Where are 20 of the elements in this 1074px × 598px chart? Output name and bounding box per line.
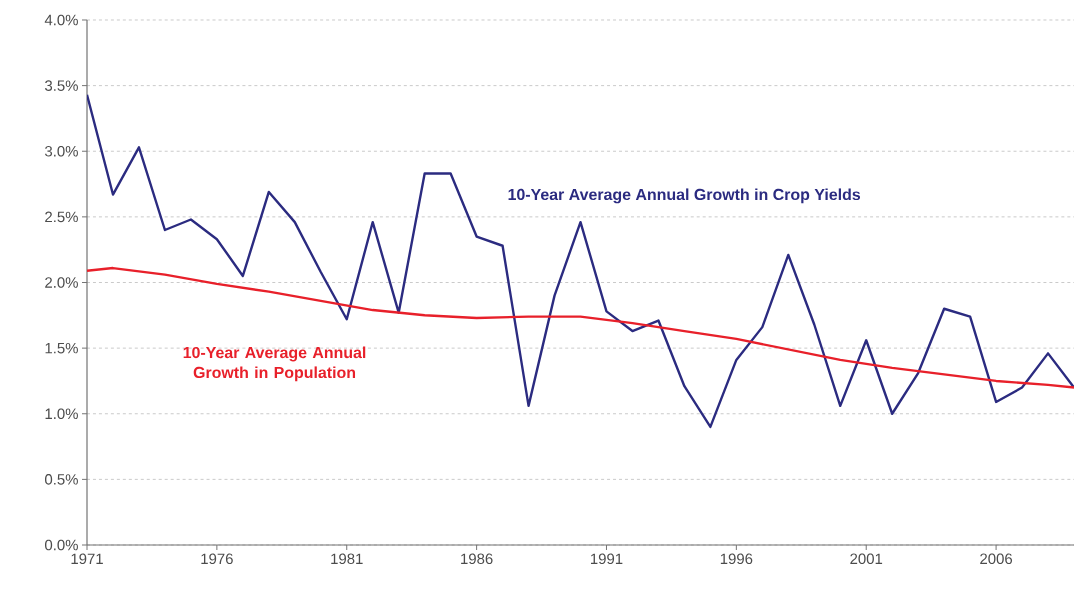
y-tick-label: 0.5% xyxy=(45,474,78,485)
line-series xyxy=(87,93,1074,429)
x-tick-label: 1976 xyxy=(201,553,233,565)
text: 10-Year Average Annual Growth in Population xyxy=(183,346,366,382)
x-tick-label: 1986 xyxy=(461,553,493,565)
x-tick-label: 2001 xyxy=(850,553,883,565)
y-tick-label: 1.0% xyxy=(45,408,78,420)
x-tick-label: 1991 xyxy=(591,553,623,565)
text: 10-Year Average Annual Growth in Crop Yields xyxy=(508,188,861,204)
y-tick-label: 2.0% xyxy=(45,277,78,288)
x-tick-label: 2006 xyxy=(980,553,1013,565)
y-tick-label: 0.0% xyxy=(45,539,78,551)
y-tick-label: 4.0% xyxy=(44,14,78,26)
y-tick-label: 1.5% xyxy=(45,342,78,354)
x-tick-label: 1971 xyxy=(71,553,103,565)
y-tick-label: 3.0% xyxy=(44,145,78,157)
x-tick-label: 1996 xyxy=(720,553,753,565)
y-tick-label: 3.5% xyxy=(44,80,78,91)
x-tick-label: 1981 xyxy=(331,553,363,565)
y-tick-label: 2.5% xyxy=(45,211,78,223)
